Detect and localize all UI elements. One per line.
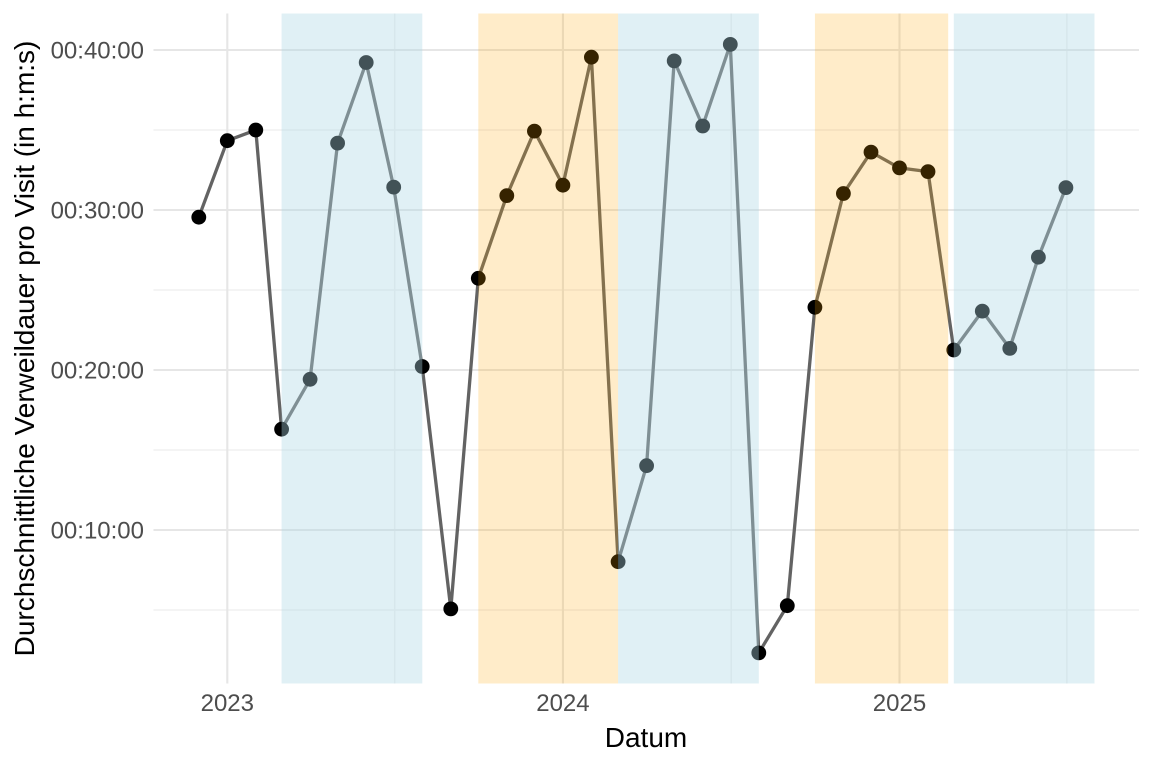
data-point	[639, 458, 654, 474]
y-tick-label: 00:10:00	[51, 518, 144, 545]
plot-panel: 00:40:00 00:30:00 00:20:00 00:10:00 2023 2024…	[51, 13, 1139, 717]
data-point	[470, 270, 486, 286]
data-point	[920, 164, 936, 180]
y-tick-label: 00:30:00	[51, 198, 144, 225]
data-point	[248, 122, 264, 138]
data-point	[1031, 249, 1046, 265]
data-point	[555, 177, 571, 193]
y-tick-label: 00:40:00	[51, 38, 144, 65]
data-point	[1058, 180, 1074, 196]
season-band-orange	[478, 13, 619, 684]
data-point	[946, 342, 962, 358]
y-axis-title: Durchschnittliche Verweildauer pro Visit…	[9, 41, 40, 657]
data-point	[443, 601, 459, 617]
data-point	[779, 598, 795, 614]
data-point	[302, 371, 318, 387]
data-point	[358, 55, 374, 70]
data-point	[751, 645, 767, 661]
data-point	[499, 188, 515, 204]
data-point	[274, 421, 289, 437]
x-tick-label: 2024	[536, 690, 589, 717]
data-point	[892, 160, 907, 176]
x-axis-title: Datum	[605, 722, 687, 753]
season-band-orange	[814, 13, 949, 684]
data-point	[414, 359, 430, 374]
data-point	[1002, 341, 1018, 356]
data-point	[386, 179, 402, 195]
data-point	[527, 123, 542, 139]
y-tick-label: 00:20:00	[51, 358, 144, 385]
season-band-blue	[281, 13, 423, 684]
data-point	[666, 53, 682, 69]
x-tick-label: 2025	[873, 690, 926, 717]
data-point	[863, 144, 879, 160]
season-band-blue	[618, 13, 759, 684]
data-point	[330, 135, 345, 151]
data-point	[974, 303, 990, 319]
data-point	[610, 554, 626, 570]
data-point	[191, 209, 207, 225]
data-point	[807, 299, 823, 315]
data-point	[584, 49, 599, 65]
data-point	[219, 133, 235, 149]
data-point	[695, 118, 711, 134]
x-tick-label: 2023	[201, 690, 254, 717]
data-point	[836, 186, 851, 201]
data-point	[722, 37, 738, 52]
season-band-blue	[953, 13, 1095, 684]
